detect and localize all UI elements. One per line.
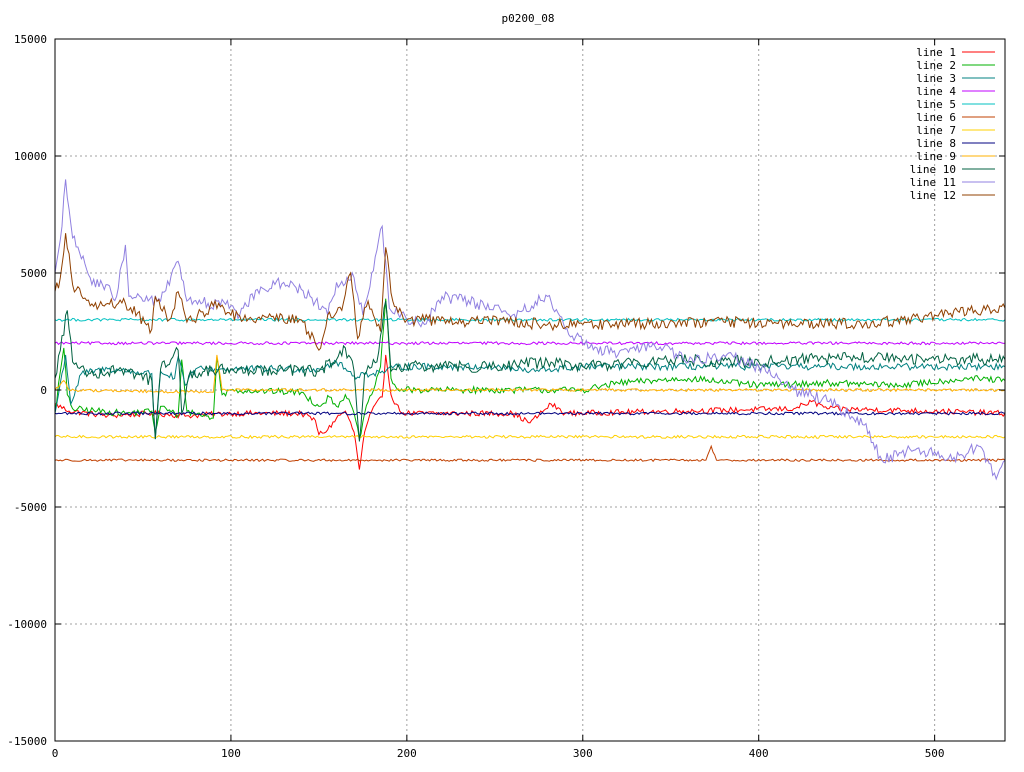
axes: 0 100 200 300 400 500 -15000 -10000 -5000 0 5000 10… [7,33,1005,760]
series-line-6 [54,444,1006,463]
x-tick-label: 0 [52,747,59,760]
x-tick-label: 200 [397,747,417,760]
y-tick-label: -15000 [7,735,47,748]
series-group [54,179,1006,481]
y-tick-label: 15000 [14,33,47,46]
legend-label: line 5 [916,98,956,111]
legend-label: line 10 [910,163,956,176]
x-tick-label: 400 [749,747,769,760]
series-line-11 [54,179,1006,481]
legend-label: line 1 [916,46,956,59]
x-tick-label: 300 [573,747,593,760]
legend-label: line 12 [910,189,956,202]
y-tick-label: 0 [40,384,47,397]
legend-label: line 6 [916,111,956,124]
series-line-8 [54,411,1006,416]
x-tick-label: 500 [925,747,945,760]
y-tick-label: 5000 [21,267,48,280]
legend-label: line 7 [916,124,956,137]
x-tick-label: 100 [221,747,241,760]
legend-label: line 8 [916,137,956,150]
series-line-7 [54,434,1006,439]
legend-label: line 2 [916,59,956,72]
legend-label: line 3 [916,72,956,85]
series-line-10 [54,300,1006,442]
series-line-12 [54,233,1006,352]
chart-title: p0200_08 [502,12,555,25]
y-tick-label: -5000 [14,501,47,514]
series-line-5 [54,317,1006,322]
y-tick-label: -10000 [7,618,47,631]
y-tick-label: 10000 [14,150,47,163]
series-line-4 [54,340,1006,346]
legend-label: line 11 [910,176,956,189]
series-line-9 [54,354,1006,394]
legend-label: line 4 [916,85,956,98]
legend-label: line 9 [916,150,956,163]
